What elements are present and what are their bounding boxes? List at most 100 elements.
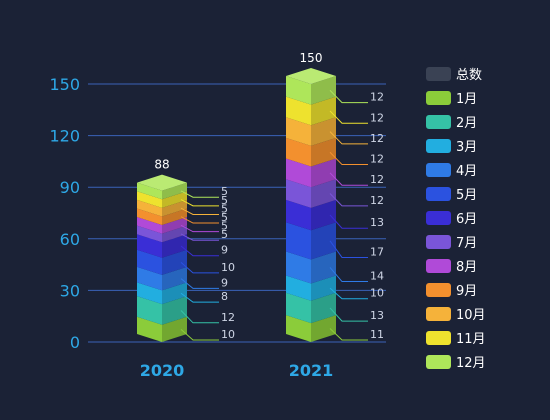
legend-swatch [426,91,451,105]
segment-leader-line [180,224,219,233]
legend-label: 12月 [456,356,486,371]
segment-value-label: 10 [221,328,235,341]
legend-swatch [426,355,451,369]
bar-segment [137,234,162,258]
bar-segment [137,266,162,291]
bar-segment [286,96,311,126]
legend-label: 总数 [456,68,482,83]
bar-top-cap [286,68,336,84]
legend-label: 5月 [456,188,477,203]
bar-segment [286,251,311,284]
bar-top-cap [137,174,187,191]
bar-segment [311,222,336,260]
segment-value-label: 17 [370,245,384,258]
bar-segment [137,182,162,200]
legend-label: 3月 [456,140,477,155]
legend-swatch [426,307,451,321]
bar-segment [162,249,187,275]
segment-leader-line [180,329,219,341]
segment-leader-line [329,110,368,124]
bar-segment [162,182,187,200]
legend-swatch [426,211,451,225]
segment-leader-line [329,267,368,283]
segment-value-label: 12 [370,132,384,145]
bar-segment [311,117,336,146]
legend-swatch [426,283,451,297]
bar-total-label: 150 [300,51,323,65]
bar-segment [137,249,162,275]
bar-segment [311,251,336,284]
legend-swatch [426,259,451,273]
segment-value-label: 14 [370,270,384,283]
segment-leader-line [329,172,368,186]
bar-segment [311,199,336,231]
segment-value-label: 12 [370,153,384,166]
segment-value-label: 12 [221,311,235,324]
bar-segment [311,275,336,301]
legend-swatch [426,139,451,153]
legend-label: 6月 [456,212,477,227]
legend-swatch [426,187,451,201]
segment-value-label: 5 [221,220,228,233]
bar-segment [311,292,336,324]
bar-segment [286,315,311,342]
bar-segment [137,217,162,234]
segment-leader-line [180,233,219,241]
bar-segment [286,158,311,188]
segment-value-label: 13 [370,216,384,229]
bar-segment [286,117,311,146]
bar-segment [162,316,187,342]
segment-value-label: 12 [370,194,384,207]
bar-segment [162,266,187,291]
legend-label: 11月 [456,332,486,347]
legend-label: 4月 [456,164,477,179]
segment-leader-line [180,216,219,224]
legend-label: 10月 [456,308,486,323]
segment-leader-line [329,214,368,229]
bar-total-label: 88 [154,158,169,172]
segment-value-label: 5 [221,211,228,224]
bar-segment [137,282,162,305]
segment-value-label: 5 [221,194,228,207]
y-tick-label: 60 [60,230,80,249]
segment-leader-line [180,199,219,207]
segment-value-label: 5 [221,202,228,215]
segment-value-label: 12 [370,173,384,186]
bar-segment [286,137,311,167]
segment-leader-line [329,307,368,322]
legend-swatch [426,67,451,81]
segment-leader-line [180,190,219,198]
bar-segment [137,296,162,325]
bar-segment [286,275,311,301]
segment-value-label: 12 [370,91,384,104]
bar-segment [286,222,311,260]
segment-leader-line [180,292,219,303]
segment-leader-line [329,328,368,341]
segment-leader-line [180,261,219,274]
bar-segment [162,208,187,226]
segment-leader-line [180,310,219,324]
bar-segment [137,191,162,208]
bar-segment [162,225,187,243]
segment-value-label: 10 [370,287,384,300]
legend-swatch [426,115,451,129]
legend-label: 2月 [456,116,477,131]
segment-leader-line [329,287,368,300]
bar-segment [311,96,336,126]
y-tick-label: 90 [60,178,80,197]
segment-leader-line [329,131,368,145]
legend-label: 1月 [456,92,477,107]
bar-segment [311,179,336,208]
segment-leader-line [329,151,368,166]
segment-value-label: 8 [221,290,228,303]
segment-value-label: 5 [221,185,228,198]
bar-segment [286,199,311,231]
bar-segment [286,179,311,208]
segment-leader-line [329,240,368,258]
y-tick-label: 150 [49,75,80,94]
bar-segment [311,315,336,342]
bar-segment [162,282,187,305]
legend-label: 8月 [456,260,477,275]
